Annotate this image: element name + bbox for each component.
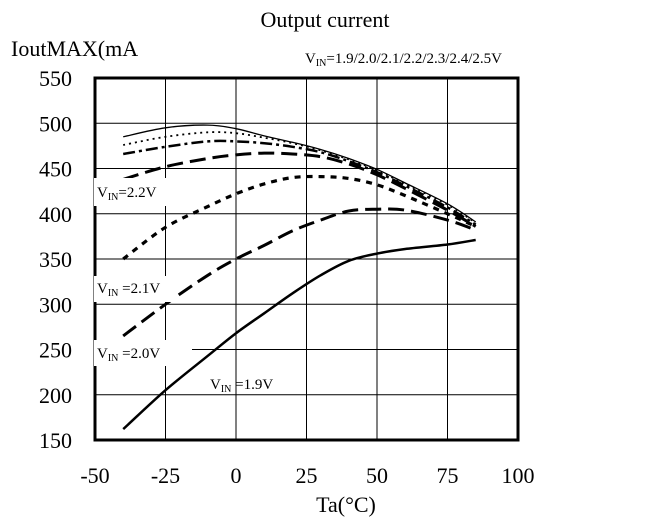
legend-sub: IN <box>316 58 327 69</box>
y-tick-labels: 150 200 250 300 350 400 450 500 550 <box>39 66 72 453</box>
x-tick-label: 25 <box>296 463 318 488</box>
series-line-2-2v <box>122 151 477 228</box>
x-tick-labels: -50 -25 0 25 50 75 100 <box>80 463 534 488</box>
y-tick-label: 150 <box>39 428 72 453</box>
legend-voltages: VIN=1.9/2.0/2.1/2.2/2.3/2.4/2.5V <box>305 51 502 69</box>
plot-frame <box>93 76 520 442</box>
y-axis-label: IoutMAX(mA <box>11 36 138 61</box>
chart-title: Output current <box>261 7 390 32</box>
y-tick-label: 550 <box>39 66 72 91</box>
x-tick-label: -50 <box>80 463 109 488</box>
y-tick-label: 450 <box>39 157 72 182</box>
annotation-1-9v: VIN =1.9V <box>210 377 273 395</box>
y-tick-label: 350 <box>39 247 72 272</box>
svg-text:VIN =2.0V: VIN =2.0V <box>97 346 160 364</box>
series-line-2-3v <box>122 139 477 226</box>
x-tick-label: 50 <box>366 463 388 488</box>
y-tick-label: 250 <box>39 338 72 363</box>
x-axis-label: Ta(°C) <box>316 492 376 517</box>
y-tick-label: 400 <box>39 202 72 227</box>
series-line-2-0v <box>122 207 477 338</box>
series-group <box>122 124 477 431</box>
series-line-2-1v <box>122 174 477 261</box>
x-tick-label: 100 <box>502 463 535 488</box>
svg-text:VIN=2.2V: VIN=2.2V <box>97 185 157 203</box>
y-tick-label: 500 <box>39 111 72 136</box>
y-tick-label: 200 <box>39 383 72 408</box>
annotation-2-1v: VIN =2.1V <box>94 276 176 302</box>
x-tick-label: -25 <box>151 463 180 488</box>
series-line-1-9v <box>122 238 476 431</box>
series-line-2-5v <box>123 124 477 223</box>
legend-suffix: =1.9/2.0/2.1/2.2/2.3/2.4/2.5V <box>326 51 502 67</box>
x-tick-label: 0 <box>231 463 242 488</box>
x-tick-label: 75 <box>437 463 459 488</box>
svg-text:VIN =1.9V: VIN =1.9V <box>210 377 273 395</box>
legend-prefix: V <box>305 51 316 67</box>
series-line-2-4v <box>123 131 477 224</box>
y-tick-label: 300 <box>39 292 72 317</box>
annotation-2-2v: VIN=2.2V <box>94 178 166 206</box>
svg-text:VIN =2.1V: VIN =2.1V <box>97 281 160 299</box>
grid-lines <box>95 78 518 440</box>
annotation-2-0v: VIN =2.0V <box>94 340 192 366</box>
